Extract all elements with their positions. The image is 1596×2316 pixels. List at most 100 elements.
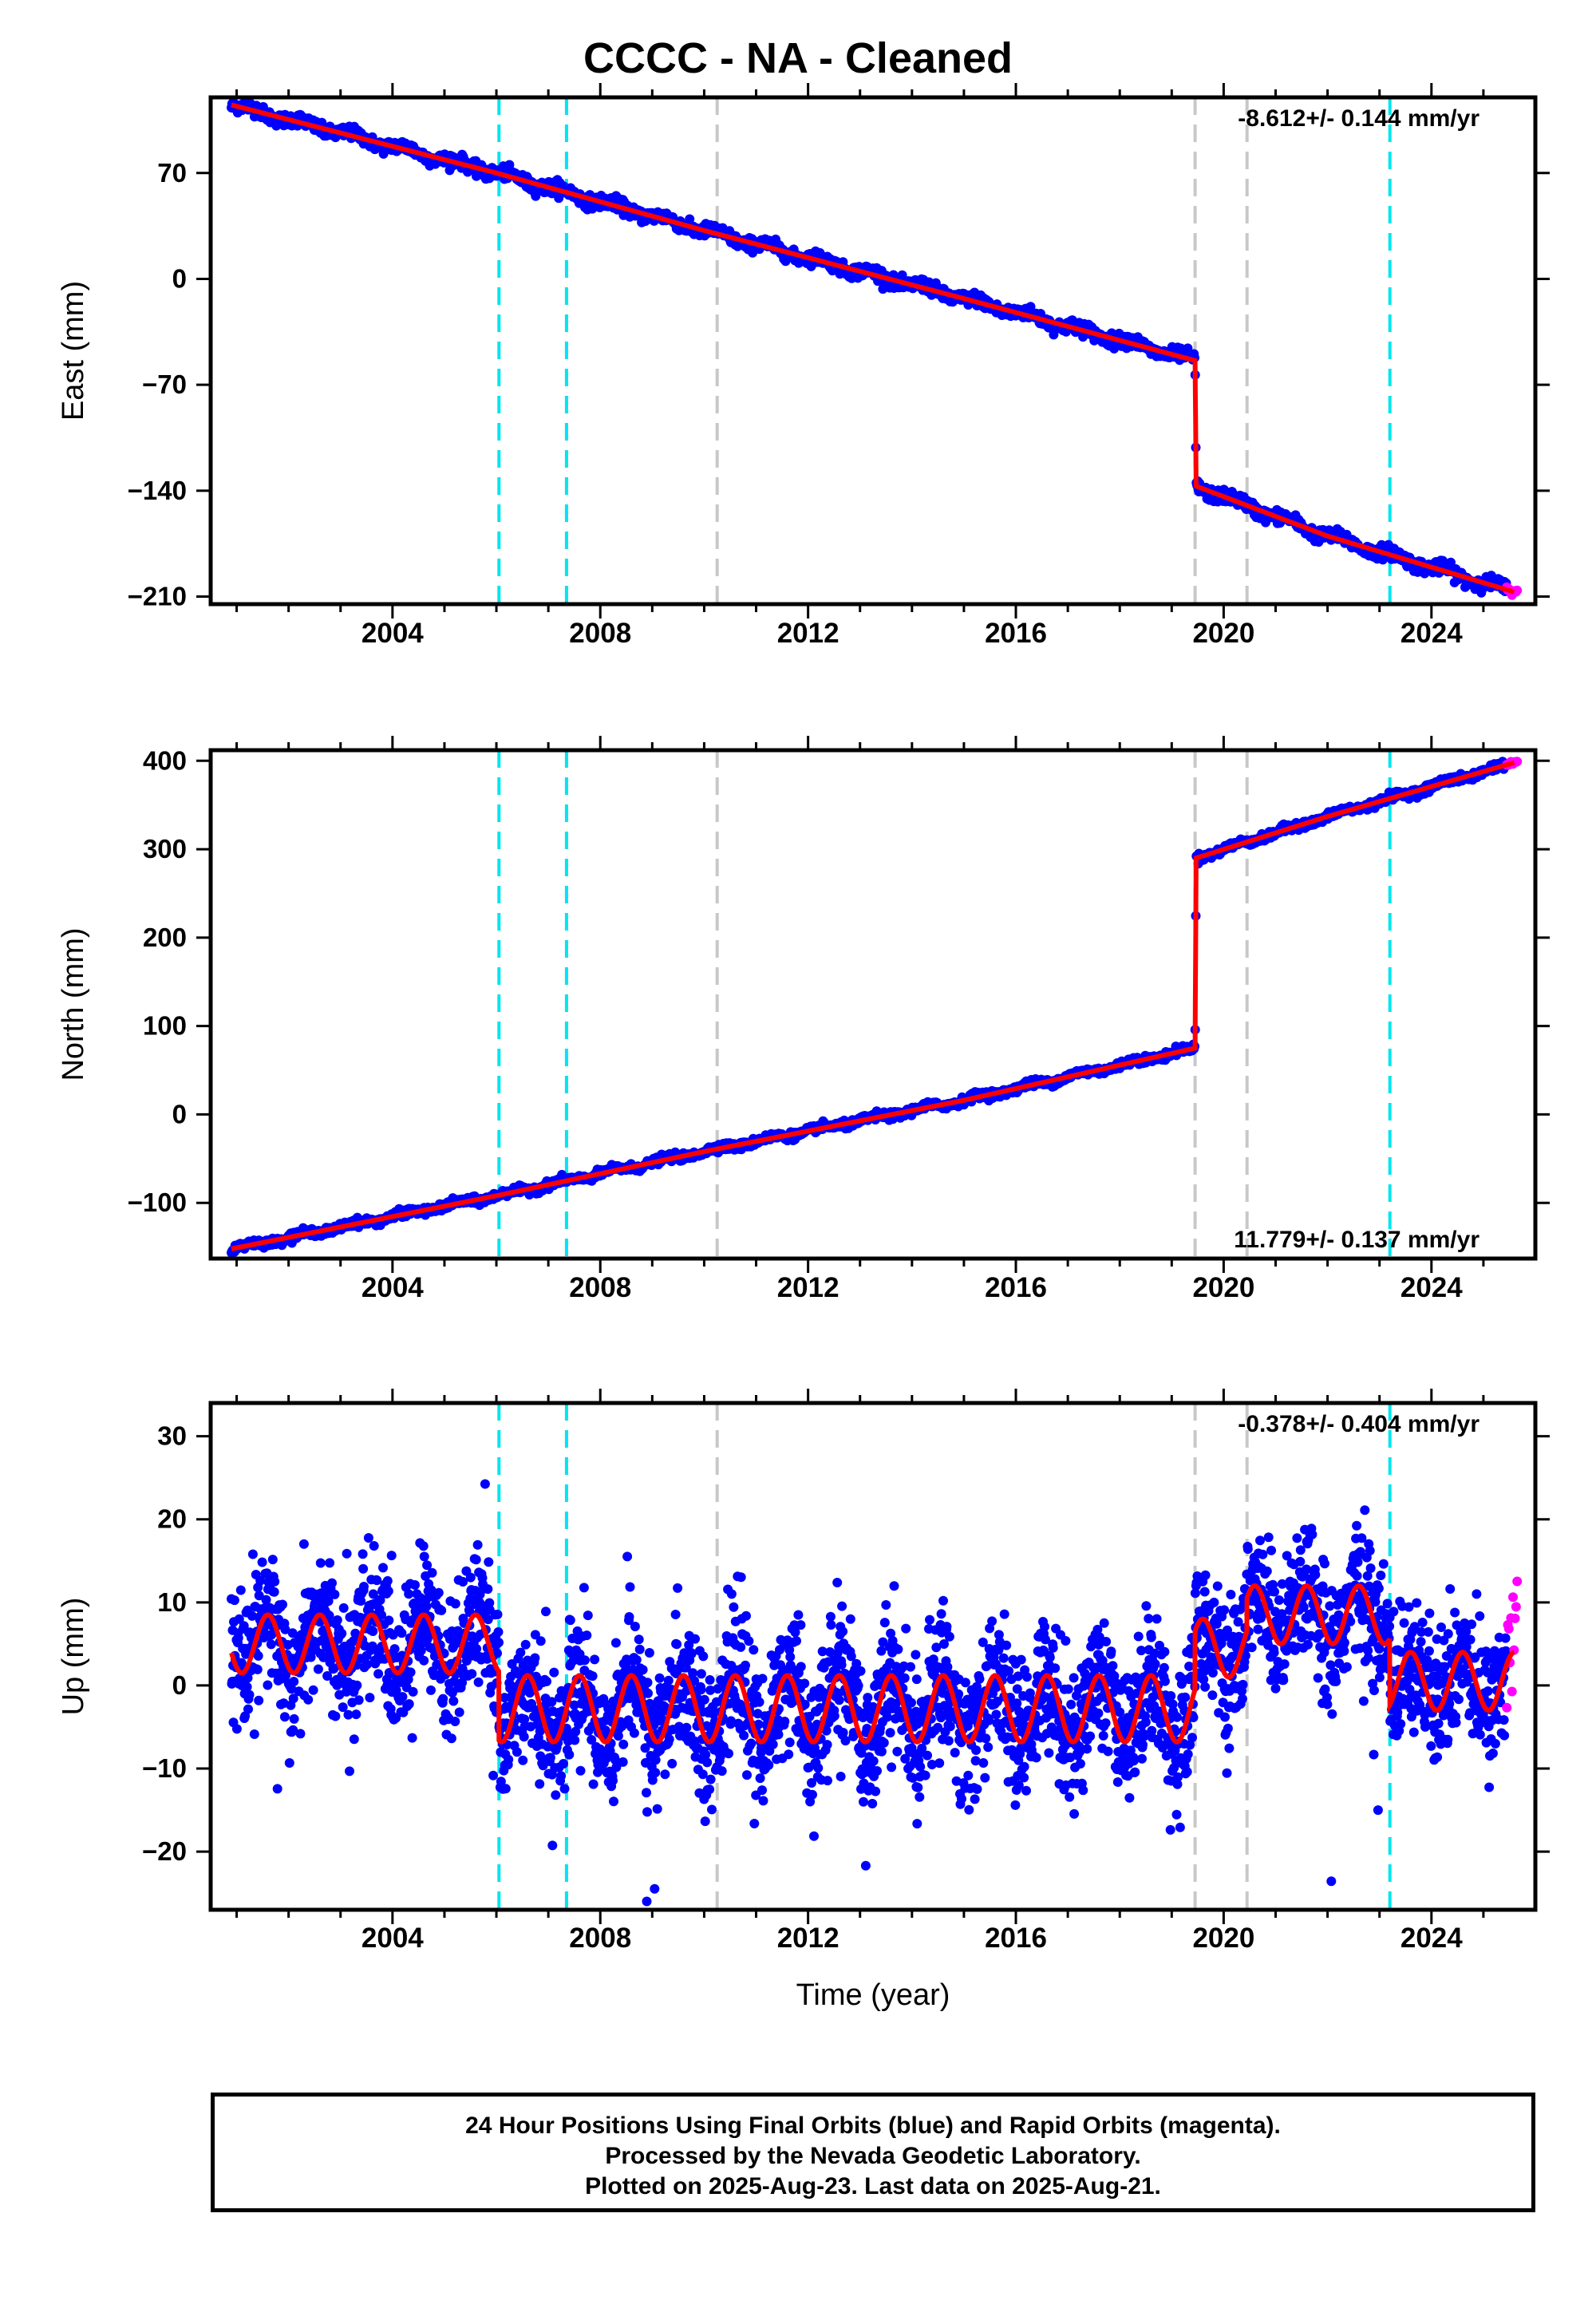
data-point xyxy=(437,1605,447,1615)
data-point xyxy=(338,1603,349,1613)
north-y-axis-label: North (mm) xyxy=(57,927,90,1081)
east-plot-area xyxy=(227,97,1523,604)
data-point xyxy=(369,1541,379,1551)
data-point xyxy=(278,1599,287,1610)
east-frame xyxy=(208,95,1538,607)
data-point xyxy=(308,1685,318,1695)
x-tick-label: 2020 xyxy=(1192,1272,1254,1303)
data-point xyxy=(263,1680,273,1690)
data-point xyxy=(345,1766,354,1777)
data-point xyxy=(484,1557,494,1567)
data-point xyxy=(303,1694,314,1705)
final-orbits-points xyxy=(227,1479,1523,1907)
data-point xyxy=(252,1664,263,1674)
data-point xyxy=(247,1549,258,1559)
data-point xyxy=(493,1626,504,1637)
x-tick-label: 2012 xyxy=(777,618,839,649)
x-tick-label: 2024 xyxy=(1400,1272,1463,1303)
data-point xyxy=(351,1709,361,1720)
x-tick-label: 2004 xyxy=(361,618,424,649)
x-tick-label: 2016 xyxy=(985,618,1047,649)
north-plot-area xyxy=(227,750,1523,1259)
x-tick-label: 2008 xyxy=(569,618,631,649)
data-point xyxy=(433,1587,444,1598)
final-orbits-points xyxy=(227,757,1523,1258)
y-tick-label: 70 xyxy=(157,158,187,188)
data-point xyxy=(473,1677,484,1687)
data-point xyxy=(231,1724,242,1734)
data-point xyxy=(407,1733,417,1743)
up-plot-area xyxy=(227,1403,1523,1910)
data-point xyxy=(408,1686,418,1697)
data-point xyxy=(488,1770,499,1780)
data-point xyxy=(480,1479,490,1489)
data-point xyxy=(500,1784,511,1794)
data-point xyxy=(467,1669,477,1679)
y-tick-label: 100 xyxy=(143,1011,187,1041)
y-tick-label: −210 xyxy=(128,582,187,611)
data-point xyxy=(359,1582,369,1591)
data-point xyxy=(284,1758,294,1768)
data-point xyxy=(372,1575,382,1586)
data-point xyxy=(313,1664,323,1674)
data-point xyxy=(421,1601,432,1611)
data-point xyxy=(279,1712,290,1722)
north-frame xyxy=(208,748,1538,1261)
data-point xyxy=(373,1669,384,1679)
y-tick-label: 0 xyxy=(172,263,187,293)
data-point xyxy=(418,1541,429,1551)
data-point xyxy=(685,214,695,224)
data-point xyxy=(384,1615,394,1626)
y-tick-label: 200 xyxy=(143,923,187,952)
data-point xyxy=(269,1587,279,1597)
data-point xyxy=(382,1575,393,1586)
data-point xyxy=(404,1699,414,1709)
data-point xyxy=(257,1557,267,1567)
data-point xyxy=(383,1586,393,1596)
data-point xyxy=(325,1558,335,1568)
data-point xyxy=(349,1734,359,1745)
data-point xyxy=(330,1711,341,1721)
x-tick-label: 2004 xyxy=(361,1272,424,1303)
data-point xyxy=(354,1695,364,1705)
data-point xyxy=(426,1685,436,1695)
data-point xyxy=(289,1677,299,1686)
data-point xyxy=(397,1692,408,1702)
data-point xyxy=(266,1639,276,1650)
data-point xyxy=(427,1567,437,1578)
data-point xyxy=(315,1558,326,1568)
rapid-point xyxy=(1512,585,1523,595)
chart-title: CCCC - NA - Cleaned xyxy=(583,34,1013,82)
data-point xyxy=(368,1626,378,1636)
data-point xyxy=(330,1589,340,1599)
data-point xyxy=(358,1549,368,1559)
y-tick-label: 300 xyxy=(143,834,187,864)
y-tick-label: −140 xyxy=(128,476,187,505)
data-point xyxy=(410,1580,420,1590)
data-point xyxy=(419,1551,429,1562)
data-point xyxy=(448,1696,459,1706)
x-tick-label: 2012 xyxy=(777,1272,839,1303)
data-point xyxy=(235,1585,246,1595)
model-line xyxy=(231,102,1515,595)
data-point xyxy=(472,1539,483,1550)
data-point xyxy=(289,1713,299,1724)
data-point xyxy=(450,1599,460,1609)
data-point xyxy=(298,1539,309,1549)
data-point xyxy=(272,1784,282,1794)
data-point xyxy=(492,1610,503,1619)
data-point xyxy=(454,1707,464,1717)
final-orbits-points xyxy=(227,97,1523,600)
data-point xyxy=(253,1650,263,1661)
model-line xyxy=(231,760,1515,1251)
data-point xyxy=(295,1729,306,1739)
data-point xyxy=(438,1694,448,1704)
x-tick-label: 2020 xyxy=(1192,618,1254,649)
data-point xyxy=(342,1548,352,1559)
y-tick-label: −100 xyxy=(128,1188,187,1217)
data-point xyxy=(352,1680,362,1690)
data-point xyxy=(1078,332,1088,342)
data-point xyxy=(327,1578,337,1588)
data-point xyxy=(446,1733,456,1744)
